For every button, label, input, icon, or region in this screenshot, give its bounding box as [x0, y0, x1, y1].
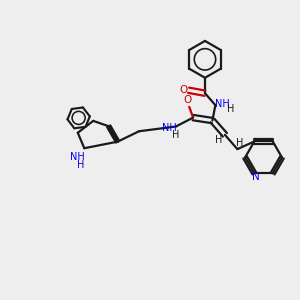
Text: NH: NH	[70, 152, 84, 162]
Text: H: H	[215, 135, 222, 145]
Text: N: N	[252, 172, 260, 182]
Text: O: O	[184, 95, 192, 105]
Text: H: H	[172, 130, 179, 140]
Text: H: H	[227, 104, 235, 114]
Text: H: H	[236, 138, 243, 148]
Text: NH: NH	[214, 99, 229, 109]
Text: O: O	[179, 85, 188, 95]
Text: H: H	[77, 160, 84, 170]
Text: NH: NH	[162, 123, 177, 133]
